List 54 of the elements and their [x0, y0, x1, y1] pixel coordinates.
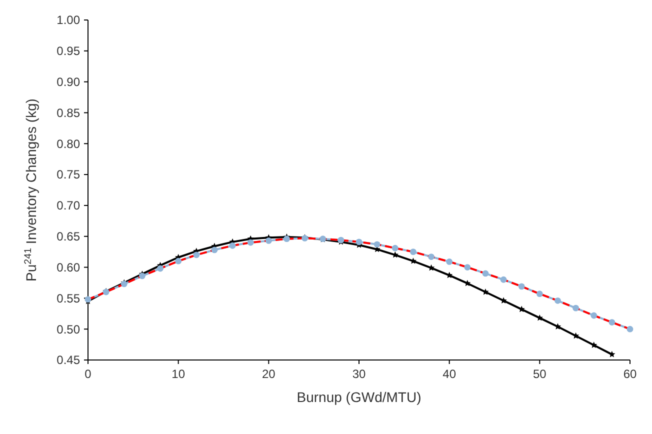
x-tick-label: 20 — [262, 367, 276, 381]
point — [482, 270, 489, 277]
point — [410, 248, 416, 256]
y-tick-label: 0.75 — [56, 168, 80, 182]
point — [265, 237, 272, 244]
point — [608, 319, 616, 326]
y-tick-label: 0.80 — [56, 136, 80, 151]
y-tick-label: 0.70 — [56, 198, 80, 213]
point — [590, 312, 598, 319]
x-tick-label: 10 — [172, 367, 186, 381]
point — [356, 238, 362, 246]
point — [500, 276, 507, 283]
point — [428, 254, 434, 260]
point — [500, 297, 507, 304]
point — [572, 304, 579, 312]
point — [590, 342, 598, 348]
point — [482, 288, 489, 295]
point — [626, 326, 634, 332]
point — [392, 244, 398, 252]
point — [229, 242, 236, 249]
y-tick-label: 0.55 — [56, 291, 80, 306]
y-tick-label: 0.65 — [56, 230, 80, 244]
point — [464, 264, 471, 270]
point — [284, 236, 290, 242]
y-tick-label: 0.50 — [56, 322, 80, 336]
point — [572, 332, 580, 339]
y-tick-label: 0.90 — [56, 75, 80, 90]
x-tick-label: 0 — [84, 367, 92, 381]
point — [536, 290, 543, 298]
point — [211, 246, 218, 254]
point — [446, 272, 453, 278]
y-tick-label: 0.95 — [56, 44, 80, 58]
y-tick-label: 1.00 — [56, 13, 80, 28]
point — [518, 283, 525, 290]
y-tick-label: 0.85 — [56, 106, 80, 120]
x-tick-label: 30 — [352, 367, 366, 381]
point — [139, 272, 146, 280]
y-tick-label: 0.45 — [56, 353, 80, 368]
x-tick-label: 50 — [532, 367, 547, 381]
point — [554, 297, 561, 304]
point — [464, 280, 471, 286]
x-tick-label: 40 — [442, 367, 456, 381]
point — [518, 306, 525, 312]
point — [157, 265, 164, 272]
point — [374, 241, 380, 248]
x-axis-title: Burnup (GWd/MTU) — [296, 389, 422, 405]
point — [446, 258, 453, 265]
point — [247, 239, 254, 246]
y-tick-label: 0.60 — [56, 260, 80, 274]
point — [193, 252, 200, 258]
point — [175, 258, 182, 264]
point — [536, 314, 543, 321]
x-tick-label: 60 — [623, 367, 637, 381]
point — [608, 350, 616, 358]
